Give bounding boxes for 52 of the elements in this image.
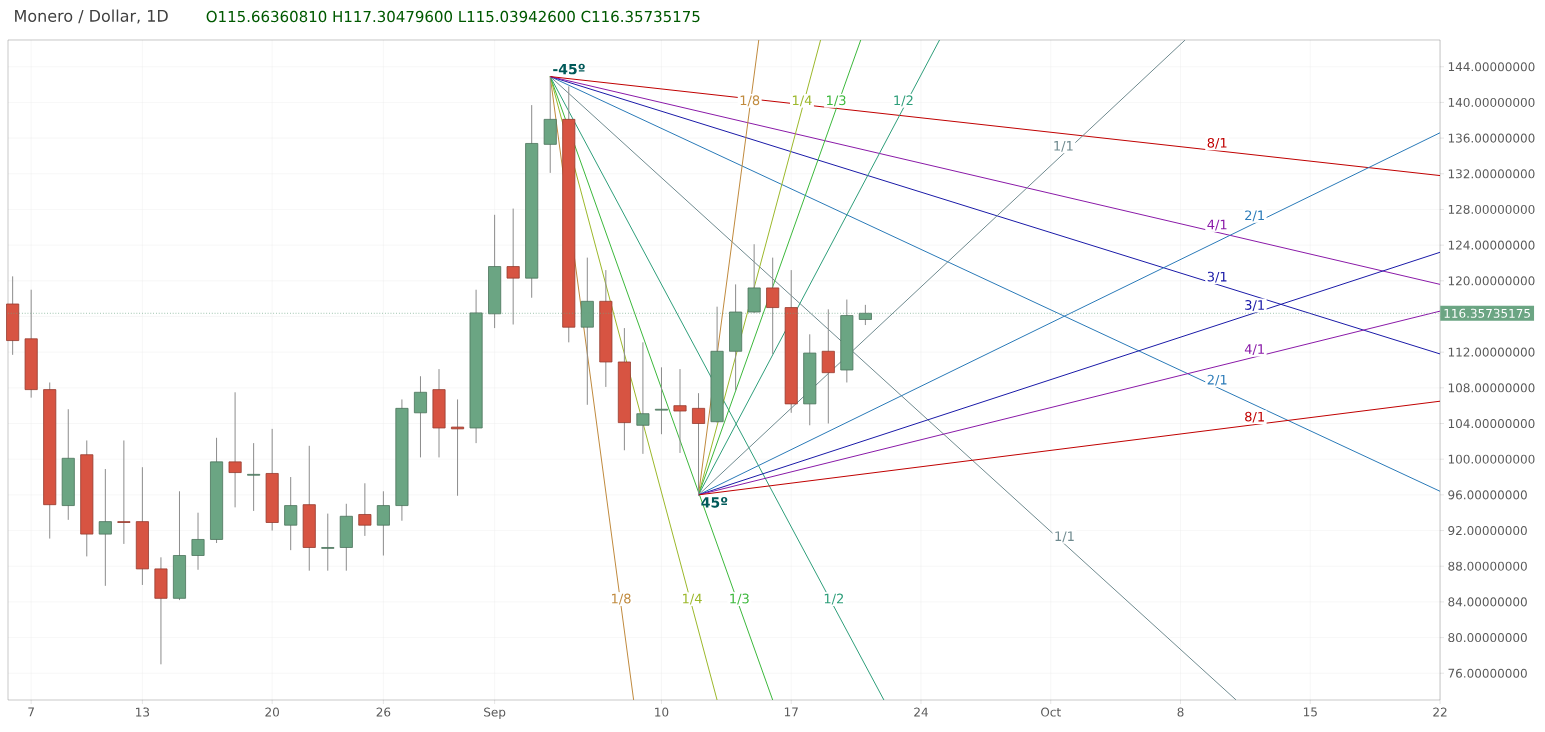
x-tick-label: 17 [784,707,798,717]
annotation: -45º [553,63,585,75]
series-label: 8/1 [1207,137,1227,149]
x-tick-label: 22 [1433,707,1447,717]
y-tick-label: 140.00000000 [1448,97,1535,107]
y-tick-label: 144.00000000 [1448,62,1535,72]
y-tick-label: 112.00000000 [1448,347,1535,357]
x-tick-label: Oct [1041,707,1061,717]
y-tick-label: 88.00000000 [1448,561,1527,571]
y-tick-label: 76.00000000 [1448,668,1527,678]
y-tick-label: 104.00000000 [1448,418,1535,429]
series-label: 8/1 [1245,411,1264,423]
y-tick-label: 136.00000000 [1448,133,1535,143]
y-tick-label: 84.00000000 [1448,597,1527,607]
y-tick-label: 96.00000000 [1448,490,1527,500]
series-label: 1/3 [730,593,749,605]
series-label: 4/1 [1244,344,1264,356]
y-tick-label: 108.00000000 [1448,383,1535,393]
x-tick-label: 26 [376,707,391,717]
series-label: 3/1 [1245,300,1264,311]
series-label: 2/1 [1245,210,1264,222]
series-label: 4/1 [1207,219,1227,231]
y-tick-label: 132.00000000 [1448,169,1535,179]
y-tick-label: 100.00000000 [1448,454,1535,464]
x-tick-label: 20 [265,707,280,717]
x-tick-label: 10 [655,707,669,717]
series-label: 1/1 [1055,531,1074,543]
x-tick-label: 24 [914,707,928,717]
series-label: 1/3 [827,95,846,107]
y-tick-label: 124.00000000 [1448,240,1535,250]
y-tick-label: 80.00000000 [1448,633,1527,643]
series-label: 1/4 [792,95,812,107]
y-tick-label: 92.00000000 [1448,526,1527,536]
x-tick-label: 8 [1177,707,1184,717]
annotation: 45º [701,497,728,508]
x-tick-label: 13 [136,707,150,717]
series-label: 3/1 [1207,271,1227,283]
series-label: 1/2 [824,593,843,605]
series-label: 1/4 [683,593,702,605]
x-tick-label: Sep [484,707,506,719]
chart-title: Monero / Dollar, 1D [15,9,168,24]
y-tick-label: 128.00000000 [1448,204,1535,214]
series-label: 1/1 [1054,141,1073,152]
series-label: 1/2 [894,95,913,107]
series-label: 1/8 [612,593,631,605]
x-tick-label: 7 [28,707,34,717]
chart-subtitle: O115.66360810 H117.30479600 L115.03942600 C116.35735175 [206,10,700,23]
series-label: 2/1 [1207,374,1227,386]
series-label: 1/8 [740,95,760,107]
y-tick-label: 120.00000000 [1448,276,1535,286]
x-tick-label: 15 [1303,707,1317,717]
ref-line-label: 116.35735175 [1444,308,1530,318]
